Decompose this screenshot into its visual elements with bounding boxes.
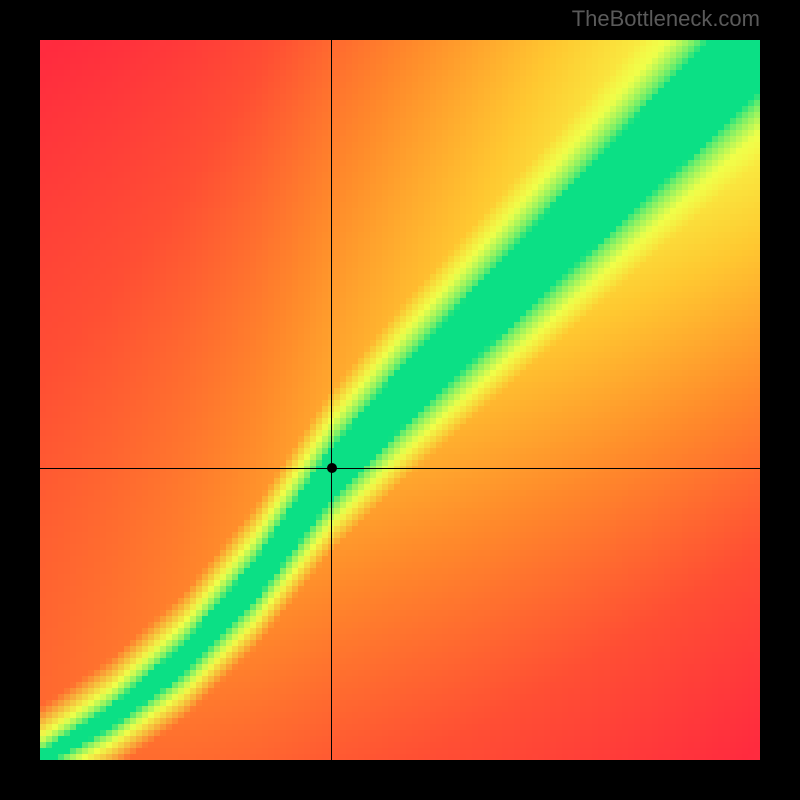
bottleneck-heatmap <box>40 40 760 760</box>
crosshair-horizontal <box>40 468 760 469</box>
chart-container: TheBottleneck.com <box>0 0 800 800</box>
crosshair-vertical <box>331 40 332 760</box>
watermark-text: TheBottleneck.com <box>572 6 760 32</box>
crosshair-marker <box>327 463 337 473</box>
